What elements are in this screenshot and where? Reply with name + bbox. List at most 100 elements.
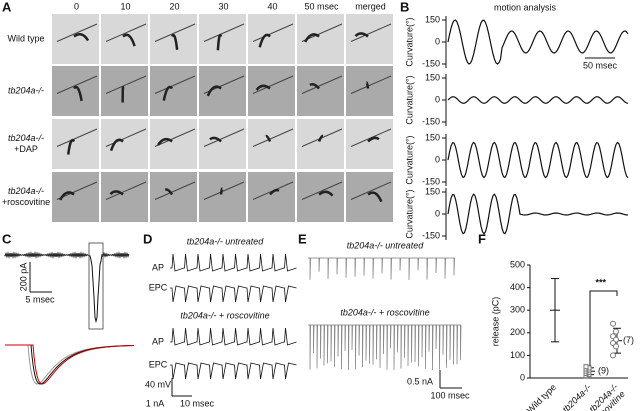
electro-trace — [170, 327, 297, 346]
scale-label: 5 msec — [25, 294, 55, 304]
larva — [206, 85, 222, 97]
frame-image — [52, 66, 99, 116]
frame-image — [297, 172, 344, 222]
n-label: (7) — [623, 335, 634, 345]
frame-image — [248, 119, 295, 169]
y-tick-label: -150 — [422, 58, 440, 68]
frame-image — [248, 172, 295, 222]
frame-image — [346, 119, 393, 169]
y-tick-label: 150 — [425, 132, 440, 142]
electrode — [252, 75, 294, 94]
row-label: tb204a-/- — [8, 186, 44, 196]
y-tick-label: -150 — [422, 176, 440, 186]
larva — [365, 81, 370, 89]
curvature-trace — [447, 141, 629, 179]
larva — [122, 33, 136, 47]
time-label: 50 msec — [304, 1, 339, 11]
larva — [73, 85, 83, 102]
larva — [73, 33, 90, 42]
y-axis-label: Curvature(°) — [404, 17, 414, 66]
panel-title: motion analysis — [494, 2, 557, 12]
n-label: (9) — [598, 366, 609, 376]
y-tick-label: 0 — [435, 36, 440, 46]
electro-trace — [170, 362, 297, 380]
time-label: 40 — [267, 1, 277, 11]
y-tick-label: 300 — [510, 305, 525, 315]
panel-label: F — [478, 231, 486, 246]
time-label: merged — [355, 1, 386, 11]
y-tick-label: 0 — [435, 94, 440, 104]
frame-image — [248, 66, 295, 116]
panel-label: E — [298, 231, 307, 246]
larva — [209, 136, 222, 143]
frame-image — [346, 172, 393, 222]
y-tick-label: 150 — [425, 72, 440, 82]
time-label: 30 — [218, 1, 228, 11]
electrode — [105, 75, 147, 94]
row-label: tb204a-/- — [8, 133, 44, 143]
larva — [255, 84, 271, 91]
larva — [162, 85, 174, 101]
electrode — [154, 23, 196, 42]
frame-image — [199, 14, 246, 64]
row-label: Wild type — [7, 33, 44, 43]
row-label: +roscovitine — [2, 197, 50, 207]
panel-title: tb204a-/- + roscovitine — [340, 307, 429, 317]
scale-label: 50 msec — [583, 60, 618, 70]
larva — [265, 134, 272, 142]
electrode — [154, 181, 196, 200]
frame-image — [297, 66, 344, 116]
frame-image — [101, 66, 148, 116]
electrode — [105, 181, 147, 200]
electrode — [203, 23, 245, 42]
larva — [164, 188, 174, 196]
frame-image — [199, 172, 246, 222]
electrode — [105, 23, 147, 42]
electrode — [252, 23, 294, 42]
frame-image — [297, 14, 344, 64]
significance: *** — [596, 277, 607, 287]
frame-image — [346, 66, 393, 116]
y-tick-label: 0 — [520, 372, 525, 382]
zoom-trace — [5, 344, 135, 385]
time-label: 20 — [169, 1, 179, 11]
frame-image — [101, 119, 148, 169]
electrode — [350, 23, 392, 42]
electro-trace — [170, 285, 297, 303]
data-point — [610, 320, 616, 327]
time-label: 0 — [74, 1, 79, 11]
current-trace — [4, 251, 130, 324]
y-tick-label: 0 — [435, 208, 440, 218]
y-tick-label: 200 — [510, 327, 525, 337]
data-point — [583, 364, 589, 370]
panel-label: C — [2, 231, 12, 246]
y-axis-label: release (pC) — [490, 297, 500, 347]
frame-image — [297, 119, 344, 169]
electrode — [56, 23, 98, 42]
trace-label: AP — [152, 336, 164, 346]
larva — [157, 137, 173, 146]
row-label: tb204a-/- — [8, 85, 44, 95]
scale-label: 10 msec — [180, 398, 215, 408]
data-point — [613, 343, 619, 350]
electrode — [203, 181, 245, 200]
scale-label: 100 msec — [430, 390, 470, 400]
y-tick-label: 150 — [425, 14, 440, 24]
electrode — [301, 75, 343, 94]
frame-image — [248, 14, 295, 64]
electrode — [154, 128, 196, 147]
scale-label: 0.5 nA — [407, 376, 433, 386]
x-tick-label: Wild type — [525, 382, 558, 411]
y-tick-label: 0 — [435, 154, 440, 164]
frame-image — [52, 14, 99, 64]
larva — [66, 138, 76, 155]
panel-label: D — [143, 231, 152, 246]
panel-title: tb204a-/- untreated — [187, 236, 265, 246]
scale-label: 200 pA — [18, 263, 28, 292]
zoom-trace — [5, 344, 135, 385]
electrode — [203, 128, 245, 147]
larva — [269, 188, 280, 196]
electrode — [105, 128, 147, 147]
trace-label: AP — [152, 262, 164, 272]
